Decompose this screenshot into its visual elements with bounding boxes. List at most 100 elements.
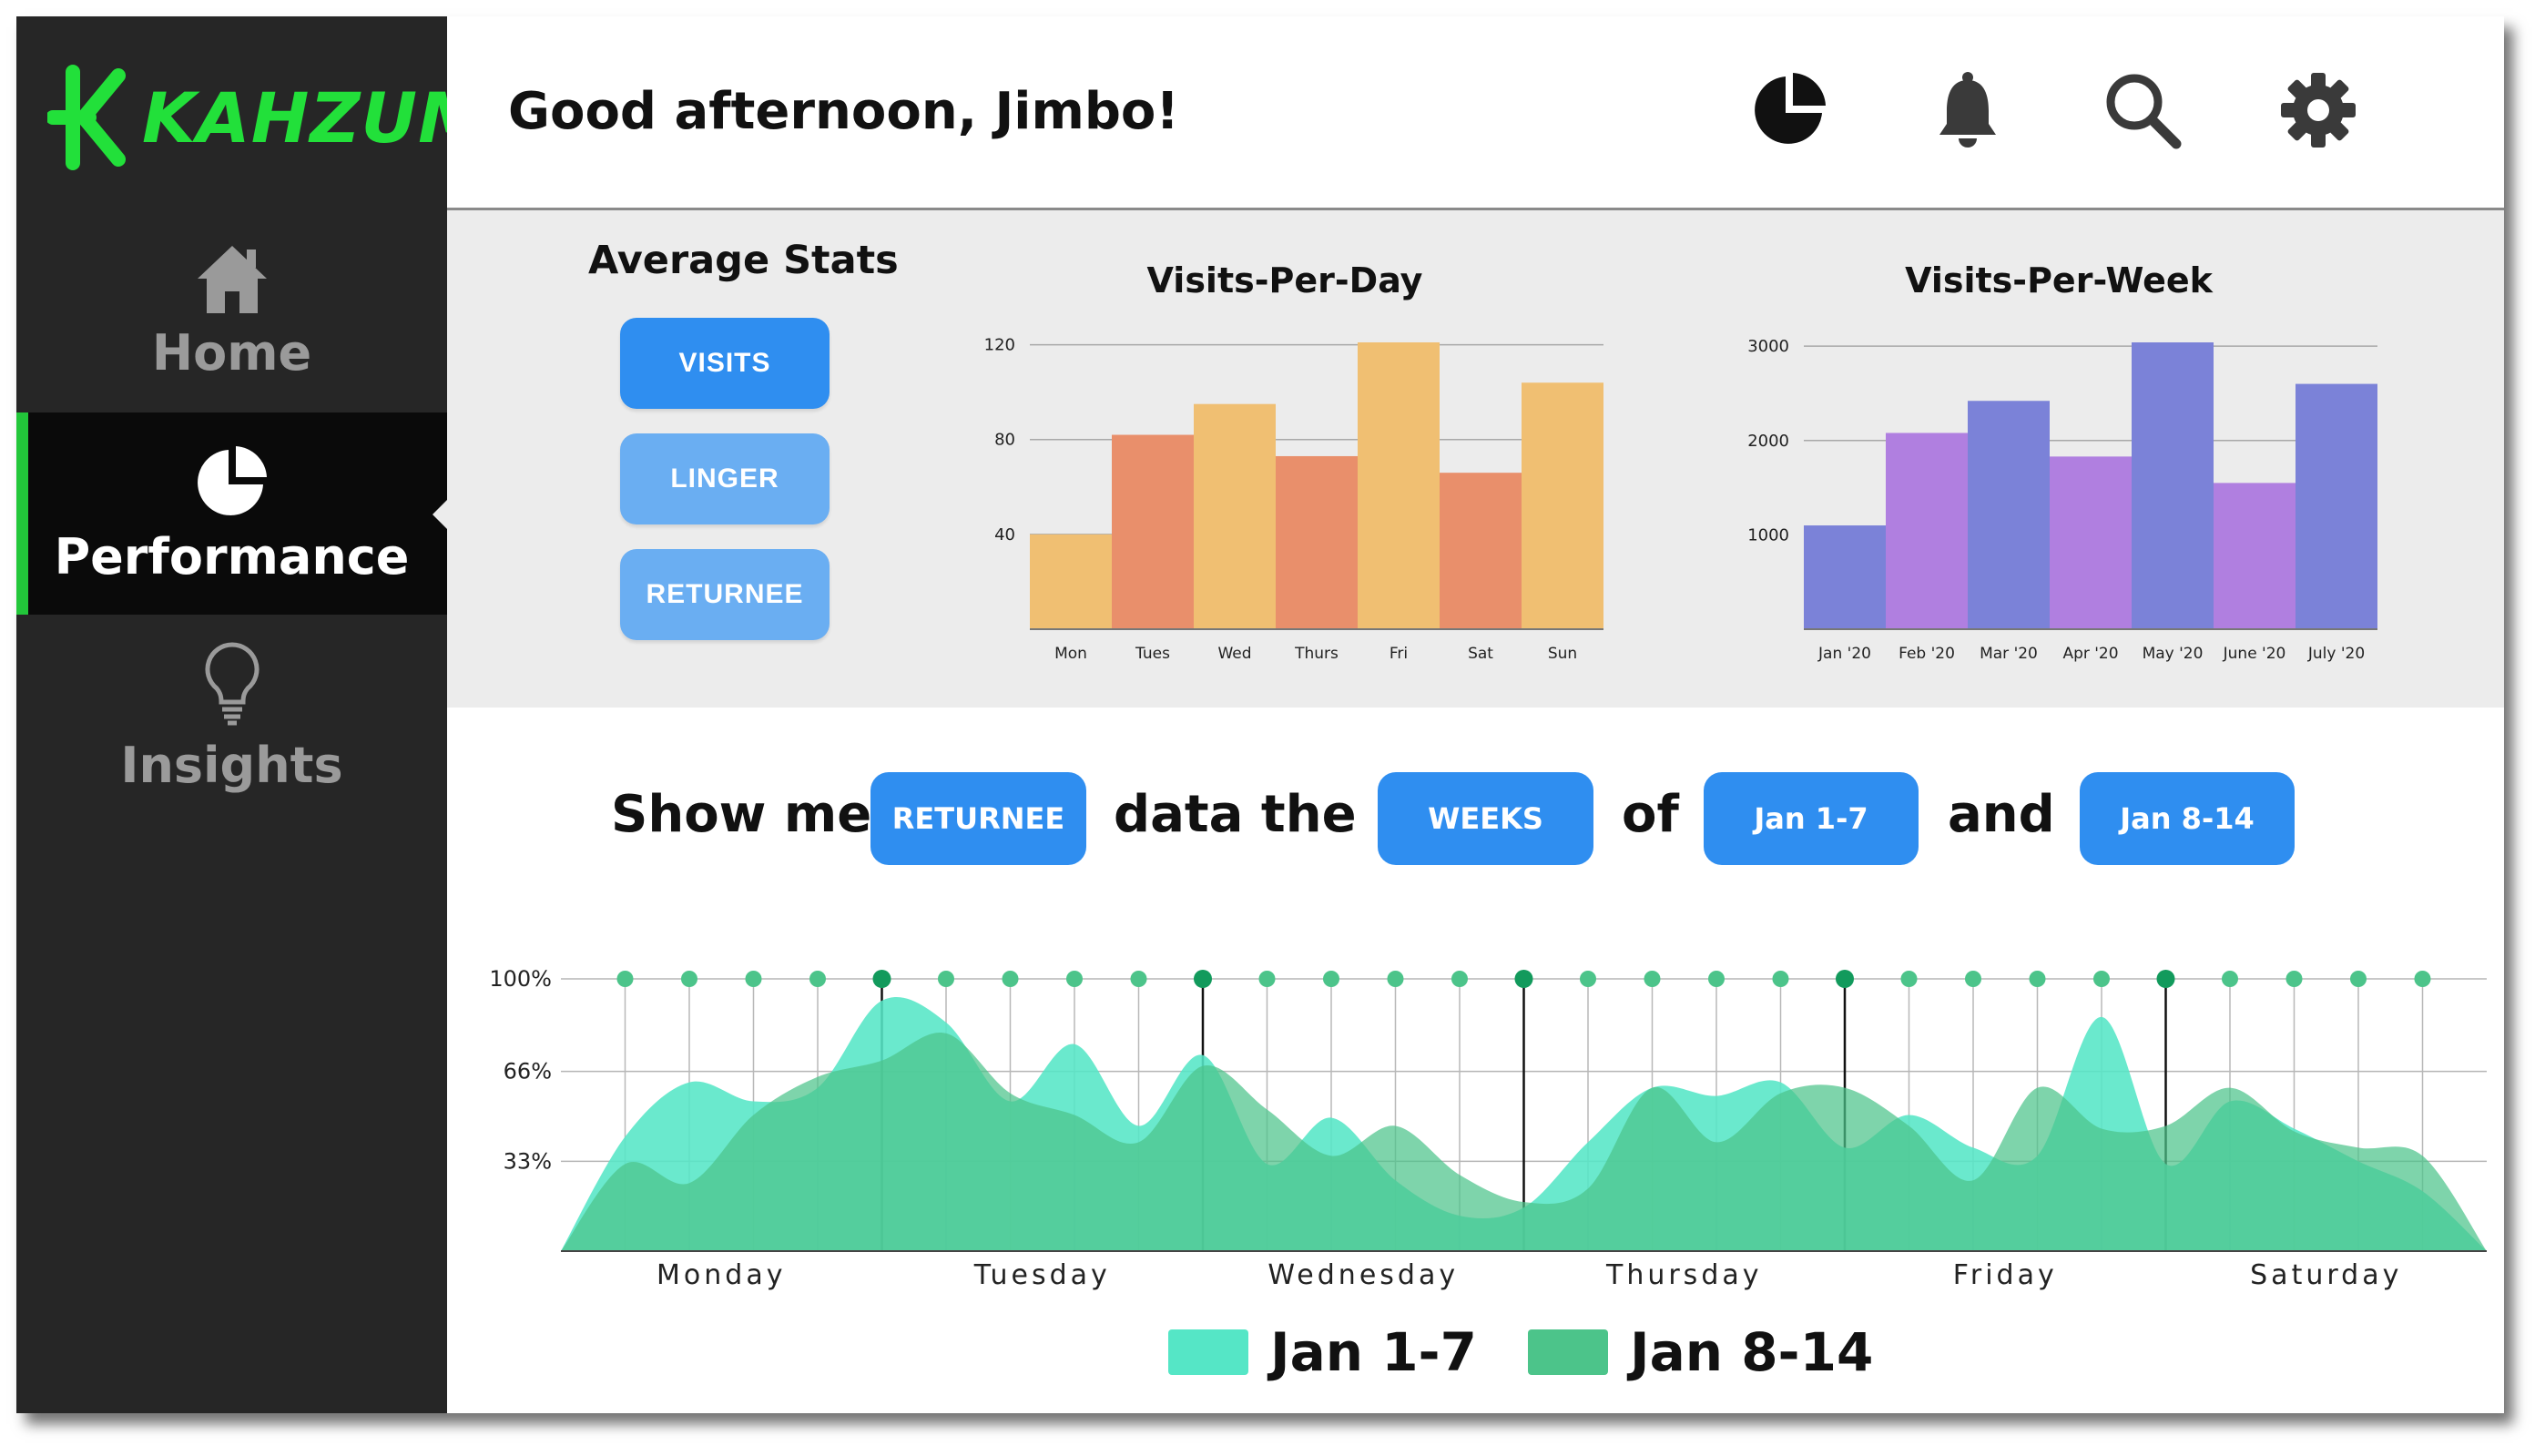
visits-per-week-bar[interactable] (1886, 433, 1968, 629)
legend-label: Jan 1-7 (1270, 1321, 1477, 1383)
x-tick-label: Mar '20 (1980, 645, 2038, 663)
period-selector[interactable]: WEEKS (1378, 772, 1593, 865)
pie-chart-icon[interactable] (1749, 69, 1831, 151)
sidebar-item-home[interactable]: Home (16, 242, 447, 406)
x-tick-label: Tuesday (973, 1259, 1111, 1291)
data-point-marker[interactable] (938, 971, 954, 987)
visits-per-week-bar[interactable] (2050, 456, 2132, 629)
visits-per-day-bar[interactable] (1440, 473, 1522, 629)
legend-item-jan-1-7: Jan 1-7 (1168, 1320, 1477, 1384)
query-text-data-the: data the (1114, 785, 1357, 844)
y-tick-label: 1000 (1747, 525, 1789, 545)
visits-per-day-chart: 40 80 120 Mon Tues Wed Thurs Fri Sat Sun (984, 336, 1603, 663)
data-point-marker[interactable] (2029, 971, 2046, 987)
average-stats-title: Average Stats (588, 238, 899, 283)
visits-per-week-bar[interactable] (1804, 525, 1886, 629)
x-tick-label: Fri (1390, 645, 1408, 663)
data-point-marker[interactable] (2350, 971, 2367, 987)
visits-per-day-bar[interactable] (1112, 434, 1194, 629)
sidebar-item-performance[interactable]: Performance (16, 412, 447, 615)
returnee-button[interactable]: RETURNEE (620, 549, 830, 640)
data-point-marker[interactable] (1836, 970, 1854, 988)
range-a-selector[interactable]: Jan 1-7 (1704, 772, 1919, 865)
visits-button[interactable]: VISITS (620, 318, 830, 409)
x-tick-label: Mon (1054, 645, 1087, 663)
visits-per-day-bar[interactable] (1522, 382, 1603, 629)
data-point-marker[interactable] (1965, 971, 1981, 987)
logo[interactable]: KAHZUM (47, 58, 488, 177)
visits-per-week-bar[interactable] (2132, 342, 2214, 629)
data-point-marker[interactable] (1514, 970, 1533, 988)
data-point-marker[interactable] (1772, 971, 1789, 987)
sidebar-item-label: Performance (54, 527, 410, 585)
x-tick-label: Wednesday (1267, 1259, 1459, 1291)
data-point-marker[interactable] (1066, 971, 1083, 987)
data-point-marker[interactable] (745, 971, 762, 987)
x-tick-label: Sat (1468, 645, 1493, 663)
data-point-marker[interactable] (2414, 971, 2431, 987)
data-point-marker[interactable] (2285, 971, 2303, 987)
data-point-marker[interactable] (1323, 971, 1339, 987)
sidebar-item-insights[interactable]: Insights (16, 640, 447, 813)
x-tick-label: Wed (1217, 645, 1251, 663)
x-tick-label: May '20 (2143, 645, 2204, 663)
lightbulb-icon (204, 642, 260, 726)
visits-per-day-bar[interactable] (1194, 403, 1276, 629)
data-point-marker[interactable] (1002, 971, 1019, 987)
metric-selector[interactable]: RETURNEE (870, 772, 1086, 865)
returnee-area-chart: 33% 66% 100% Monday Tuesday Wednesday Thursday… (489, 966, 2487, 1291)
data-point-marker[interactable] (1580, 971, 1596, 987)
data-point-marker[interactable] (2156, 970, 2175, 988)
visits-per-week-bar[interactable] (2296, 383, 2377, 629)
x-tick-label: Thursday (1605, 1259, 1763, 1291)
sidebar: KAHZUM Home Performance (16, 16, 487, 1413)
sidebar-item-label: Insights (120, 737, 343, 794)
search-icon[interactable] (2102, 69, 2184, 151)
visits-per-week-bar[interactable] (2214, 483, 2296, 629)
linger-button[interactable]: LINGER (620, 433, 830, 524)
gear-icon[interactable] (2277, 69, 2359, 151)
query-text-show-me: Show me (611, 785, 872, 844)
data-point-marker[interactable] (1900, 971, 1918, 987)
app-window: KAHZUM Home Performance (16, 16, 2504, 1413)
top-header: Good afternoon, Jimbo! (447, 16, 2504, 210)
x-tick-label: Monday (657, 1259, 786, 1291)
y-tick-label: 120 (984, 336, 1015, 355)
data-point-marker[interactable] (2093, 971, 2110, 987)
data-point-marker[interactable] (2222, 971, 2238, 987)
x-tick-label: Jan '20 (1817, 645, 1871, 663)
y-tick-label: 2000 (1747, 432, 1789, 451)
data-point-marker[interactable] (1708, 971, 1725, 987)
data-point-marker[interactable] (1644, 971, 1661, 987)
range-b-selector[interactable]: Jan 8-14 (2080, 772, 2295, 865)
data-point-marker[interactable] (1258, 971, 1276, 987)
data-point-marker[interactable] (1194, 970, 1212, 988)
pie-chart-icon (197, 445, 267, 515)
visits-per-week-bar[interactable] (1968, 401, 2050, 629)
bell-icon[interactable] (1927, 69, 2009, 151)
visits-per-day-bar[interactable] (1276, 455, 1358, 629)
area-series-2[interactable] (561, 1032, 2487, 1251)
data-point-marker[interactable] (1130, 971, 1147, 987)
x-tick-label: Sun (1548, 645, 1577, 663)
legend-swatch (1168, 1329, 1248, 1375)
data-point-marker[interactable] (1451, 971, 1468, 987)
x-tick-label: June '20 (2223, 645, 2286, 663)
query-builder: Show me RETURNEE data the WEEKS of Jan 1… (447, 772, 2504, 872)
visits-per-day-bar[interactable] (1030, 534, 1112, 629)
x-tick-label: Saturday (2250, 1259, 2402, 1291)
y-tick-label: 80 (994, 431, 1015, 450)
data-point-marker[interactable] (681, 971, 697, 987)
visits-per-day-bar[interactable] (1358, 342, 1440, 629)
data-point-marker[interactable] (616, 971, 634, 987)
x-tick-label: Friday (1953, 1259, 2058, 1291)
greeting: Good afternoon, Jimbo! (508, 82, 1179, 141)
data-point-marker[interactable] (809, 971, 826, 987)
visits-per-day-title: Visits-Per-Day (1146, 260, 1423, 300)
legend-item-jan-8-14: Jan 8-14 (1528, 1320, 1873, 1384)
active-indicator (16, 412, 28, 615)
brand-name: KAHZUM (142, 76, 488, 158)
data-point-marker[interactable] (1387, 971, 1404, 987)
x-tick-label: July '20 (2307, 645, 2365, 663)
data-point-marker[interactable] (872, 970, 891, 988)
